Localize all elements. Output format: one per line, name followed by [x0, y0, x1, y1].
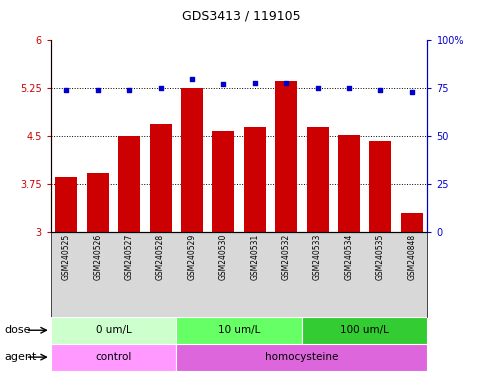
- Point: [408, 89, 415, 95]
- Bar: [275, 81, 297, 232]
- Bar: [244, 127, 266, 232]
- Point: [126, 87, 133, 93]
- Text: GDS3413 / 119105: GDS3413 / 119105: [182, 10, 301, 23]
- Bar: [302, 317, 427, 344]
- Bar: [51, 317, 176, 344]
- Bar: [307, 127, 328, 232]
- Text: dose: dose: [5, 325, 31, 335]
- Bar: [369, 141, 391, 232]
- Text: agent: agent: [5, 352, 37, 362]
- Bar: [150, 124, 171, 232]
- Point: [377, 87, 384, 93]
- Point: [188, 76, 196, 82]
- Bar: [176, 344, 427, 371]
- Point: [314, 85, 322, 91]
- Text: 100 um/L: 100 um/L: [340, 325, 389, 335]
- Bar: [401, 213, 423, 232]
- Point: [282, 79, 290, 86]
- Bar: [56, 177, 77, 232]
- Point: [251, 79, 259, 86]
- Text: control: control: [95, 352, 132, 362]
- Text: homocysteine: homocysteine: [265, 352, 339, 362]
- Point: [94, 87, 101, 93]
- Point: [156, 85, 164, 91]
- Bar: [213, 131, 234, 232]
- Bar: [338, 135, 360, 232]
- Text: 10 um/L: 10 um/L: [218, 325, 260, 335]
- Text: 0 um/L: 0 um/L: [96, 325, 131, 335]
- Point: [63, 87, 71, 93]
- Bar: [181, 88, 203, 232]
- Point: [345, 85, 353, 91]
- Point: [219, 81, 227, 88]
- Bar: [51, 344, 176, 371]
- Bar: [87, 174, 109, 232]
- Bar: [176, 317, 302, 344]
- Bar: [118, 136, 140, 232]
